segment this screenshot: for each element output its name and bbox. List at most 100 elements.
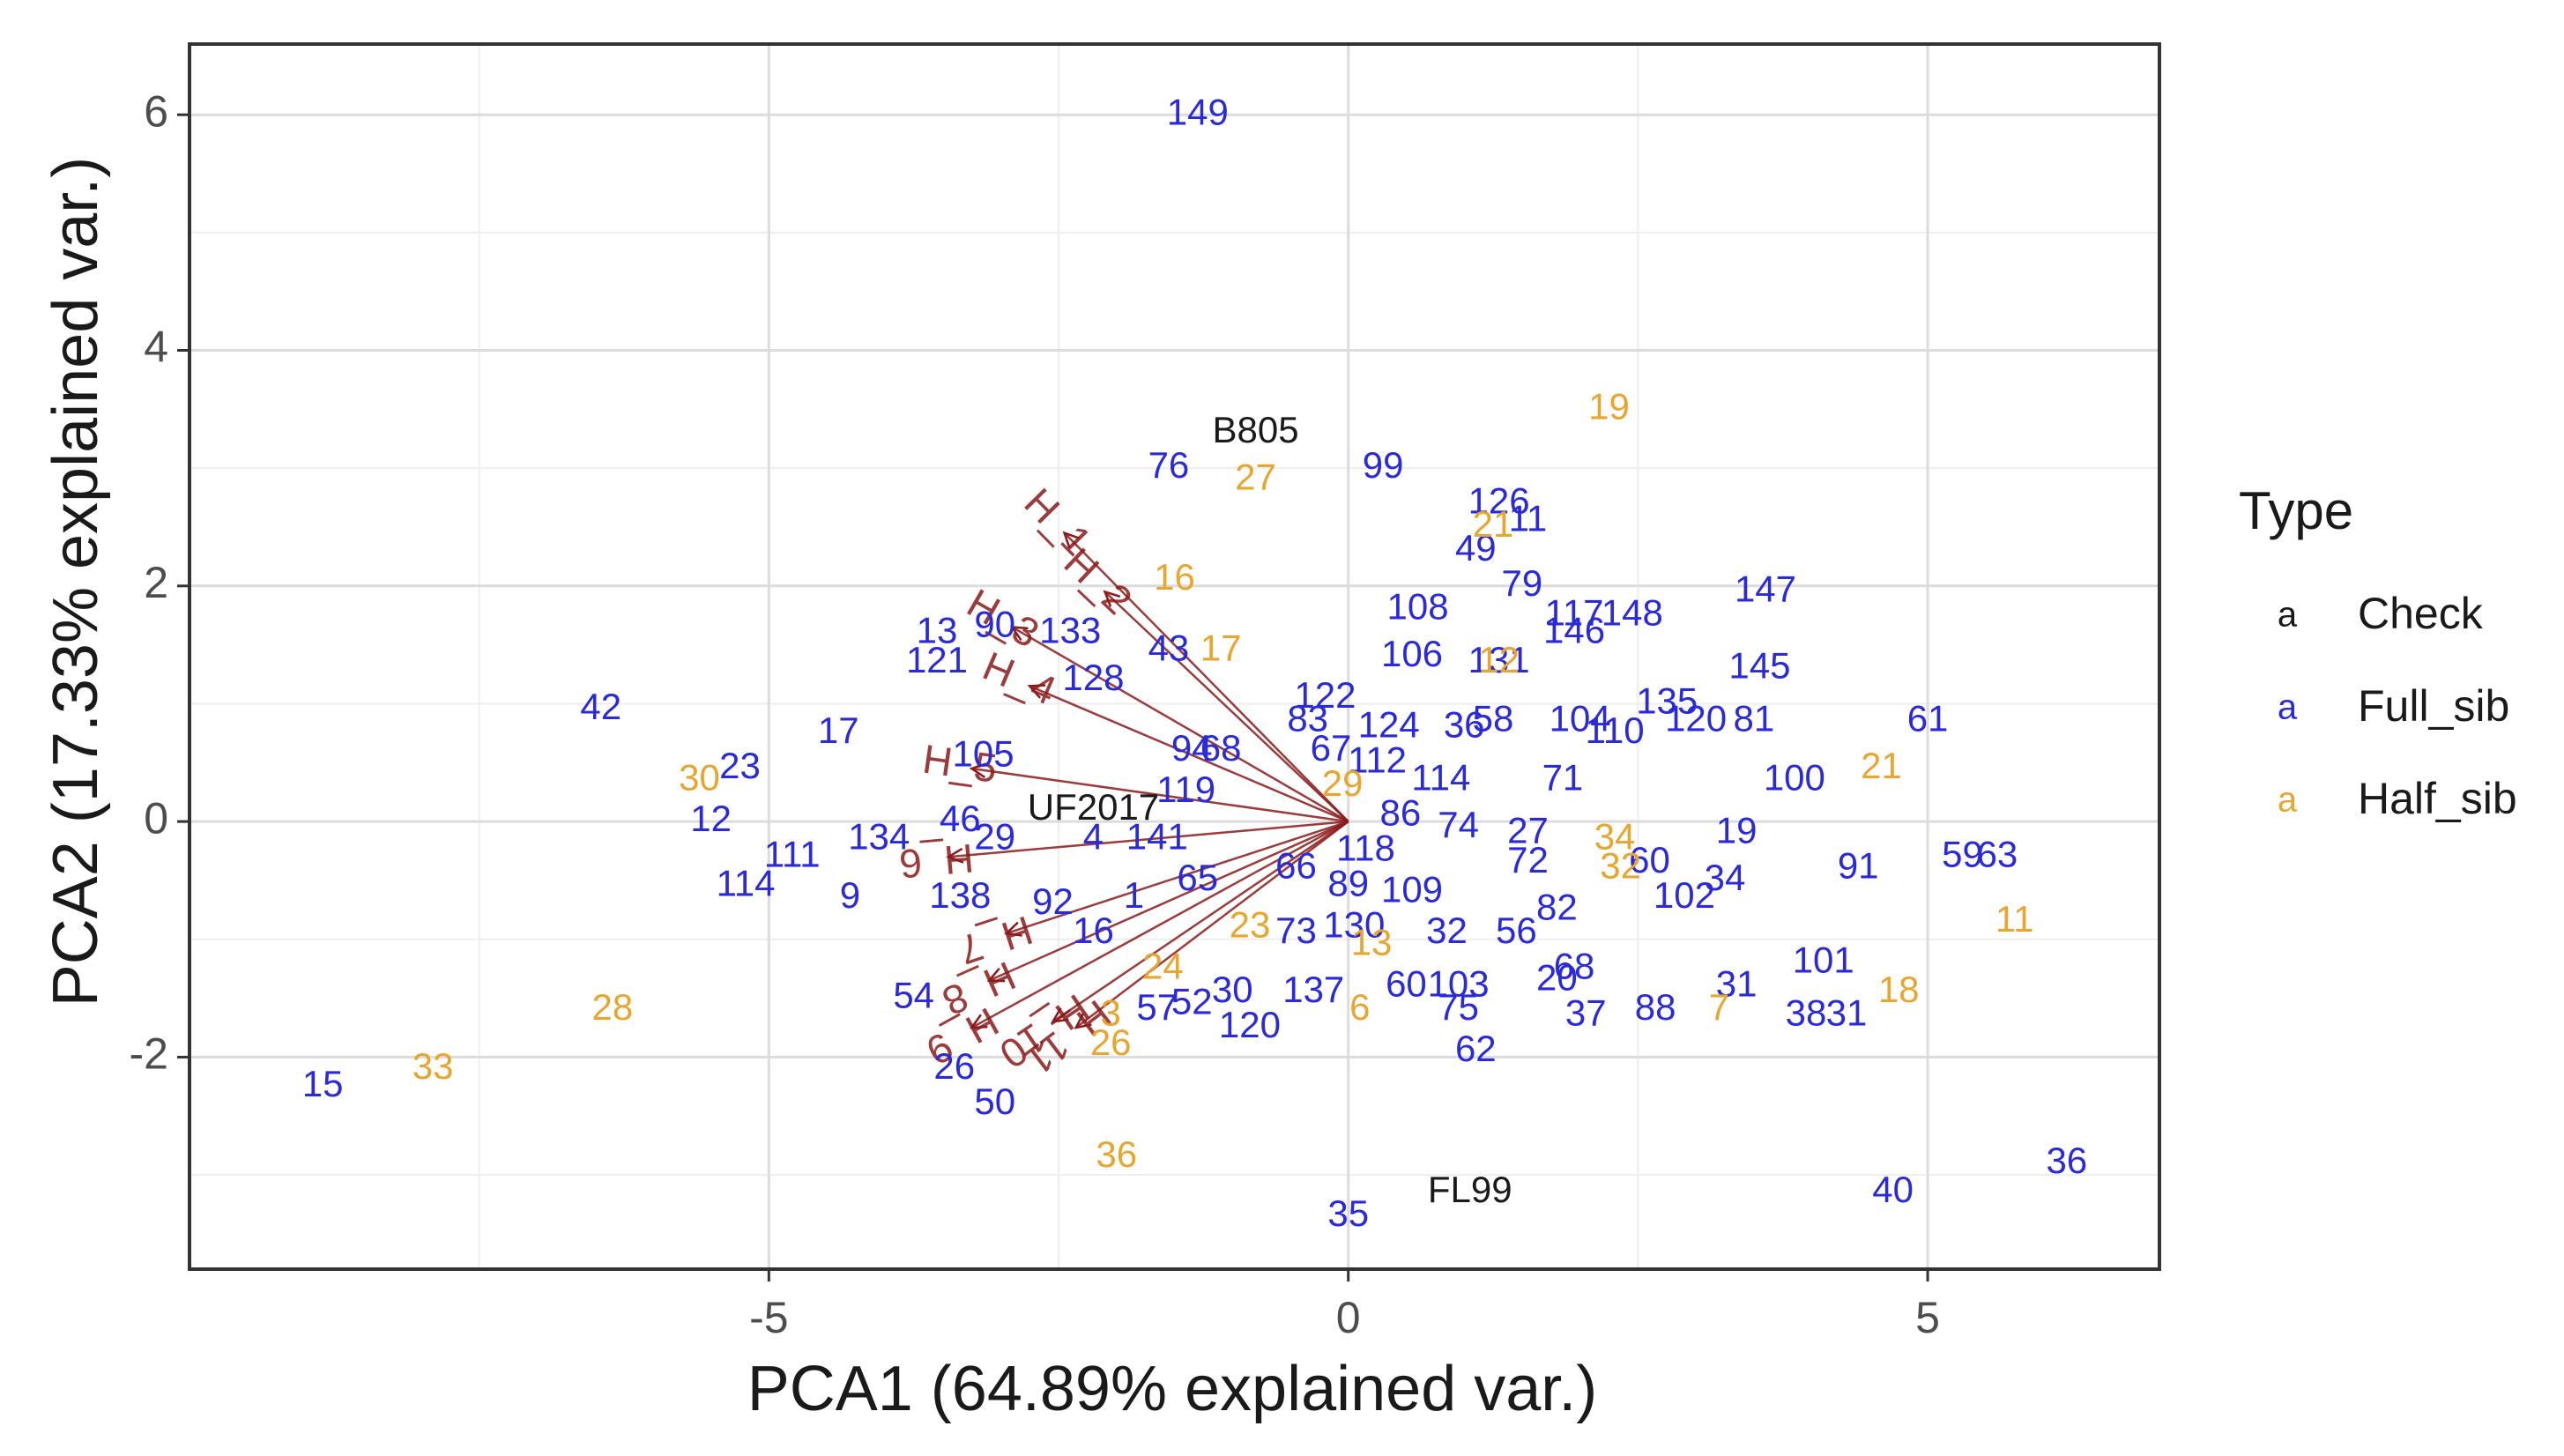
legend-key: a <box>2278 688 2298 727</box>
point-label-full-sib: 68 <box>1554 945 1595 986</box>
point-label-full-sib: 54 <box>893 975 934 1016</box>
point-label-half-sib: 26 <box>1090 1021 1132 1063</box>
legend-title: Type <box>2239 481 2353 540</box>
point-label-full-sib: 135 <box>1636 680 1698 722</box>
loading-arrow <box>1052 821 1349 1023</box>
point-label-full-sib: 15 <box>302 1063 344 1104</box>
point-label-full-sib: 141 <box>1126 815 1188 857</box>
point-label-full-sib: 126 <box>1468 479 1530 521</box>
point-label-full-sib: 27 <box>1507 810 1549 851</box>
point-label-full-sib: 52 <box>1171 980 1213 1021</box>
point-label-full-sib: 60 <box>1629 839 1670 880</box>
point-label-half-sib: 3 <box>1101 992 1121 1034</box>
point-label-check: FL99 <box>1428 1169 1512 1210</box>
point-label-full-sib: 57 <box>1136 986 1178 1028</box>
legend-key: a <box>2278 781 2298 820</box>
loading-arrow-head <box>1004 921 1022 937</box>
y-tick-label: 6 <box>144 86 168 136</box>
point-label-full-sib: 117 <box>1545 591 1604 633</box>
loading-arrow <box>971 767 1349 823</box>
point-label-full-sib: 60 <box>1386 962 1427 1004</box>
point-label-full-sib: 118 <box>1336 828 1395 869</box>
point-label-half-sib: 6 <box>1349 986 1370 1028</box>
point-label-full-sib: 26 <box>933 1045 975 1087</box>
panel-border <box>188 42 2161 1271</box>
point-label-full-sib: 66 <box>1275 845 1317 887</box>
point-label-half-sib: 13 <box>1351 922 1393 963</box>
plot-frame <box>188 42 2161 1271</box>
loading-arrow-head <box>969 1014 988 1029</box>
point-label-full-sib: 76 <box>1148 444 1190 486</box>
point-label-full-sib: 79 <box>1502 562 1543 604</box>
loading-arrow <box>1104 591 1349 823</box>
point-label-full-sib: 63 <box>1977 833 2018 874</box>
loading-arrow <box>1011 626 1349 823</box>
loading-arrow <box>1063 531 1349 822</box>
point-label-half-sib: 30 <box>679 756 720 798</box>
x-tick-label: 0 <box>1336 1293 1361 1342</box>
point-label-full-sib: 146 <box>1543 609 1605 650</box>
point-label-full-sib: 40 <box>1872 1169 1914 1210</box>
y-tick-label: -2 <box>130 1029 168 1079</box>
loading-arrow <box>988 820 1349 982</box>
point-label-full-sib: 23 <box>719 745 761 786</box>
loading-arrow-head <box>986 968 1006 983</box>
point-label-full-sib: 31 <box>1826 992 1868 1034</box>
legend-label: Full_sib <box>2358 681 2509 731</box>
loading-label: H_6 <box>897 836 976 888</box>
point-label-half-sib: 17 <box>1200 627 1242 668</box>
point-label-full-sib: 112 <box>1348 739 1407 780</box>
point-label-half-sib: 7 <box>1709 986 1729 1028</box>
point-label-full-sib: 147 <box>1735 568 1796 610</box>
point-label-check: B805 <box>1212 409 1298 450</box>
point-label-full-sib: 16 <box>1073 910 1114 951</box>
point-label-full-sib: 114 <box>1411 756 1470 798</box>
loading-arrow-head <box>1103 590 1121 607</box>
point-label-full-sib: 128 <box>1062 657 1124 698</box>
point-label-full-sib: 88 <box>1635 986 1676 1028</box>
point-label-half-sib: 18 <box>1878 969 1920 1010</box>
point-label-full-sib: 114 <box>717 863 776 904</box>
point-label-half-sib: 29 <box>1322 762 1364 804</box>
point-label-full-sib: 120 <box>1665 698 1727 739</box>
point-label-full-sib: 109 <box>1381 868 1443 910</box>
point-label-full-sib: 56 <box>1496 910 1537 951</box>
point-label-full-sib: 43 <box>1148 627 1190 668</box>
y-tick-label: 4 <box>144 323 168 372</box>
point-label-full-sib: 42 <box>580 686 621 727</box>
point-label-full-sib: 9 <box>840 874 860 916</box>
point-label-full-sib: 1 <box>1124 874 1144 916</box>
point-label-full-sib: 86 <box>1380 792 1422 834</box>
y-tick-label: 2 <box>144 558 168 607</box>
point-label-full-sib: 106 <box>1381 633 1443 674</box>
point-label-full-sib: 120 <box>1219 1004 1281 1045</box>
loading-arrow-head <box>1009 626 1029 642</box>
y-tick-label: 0 <box>144 793 168 843</box>
loading-arrow <box>1074 821 1349 1029</box>
point-label-full-sib: 103 <box>1428 962 1490 1004</box>
point-label-full-sib: 104 <box>1550 698 1611 739</box>
point-label-full-sib: 133 <box>1039 609 1101 650</box>
point-label-full-sib: 101 <box>1793 940 1854 981</box>
point-label-half-sib: 34 <box>1594 815 1636 857</box>
point-label-half-sib: 23 <box>1230 903 1271 945</box>
point-label-full-sib: 67 <box>1311 727 1352 769</box>
loading-arrow <box>948 820 1349 858</box>
point-label-full-sib: 4 <box>1083 815 1104 857</box>
loading-arrow <box>1006 820 1349 935</box>
point-label-full-sib: 92 <box>1032 880 1074 922</box>
point-label-full-sib: 36 <box>2046 1140 2087 1181</box>
point-label-full-sib: 32 <box>1426 910 1468 951</box>
point-label-full-sib: 74 <box>1438 804 1479 845</box>
point-label-full-sib: 89 <box>1327 863 1369 904</box>
point-label-full-sib: 20 <box>1536 957 1578 999</box>
point-label-full-sib: 82 <box>1536 886 1578 927</box>
point-label-full-sib: 13 <box>917 609 958 650</box>
loading-arrow-head <box>1074 1013 1092 1029</box>
point-label-half-sib: 24 <box>1142 945 1184 986</box>
point-label-half-sib: 36 <box>1096 1133 1137 1175</box>
point-label-full-sib: 73 <box>1275 910 1317 951</box>
point-label-half-sib: 12 <box>1478 639 1520 680</box>
